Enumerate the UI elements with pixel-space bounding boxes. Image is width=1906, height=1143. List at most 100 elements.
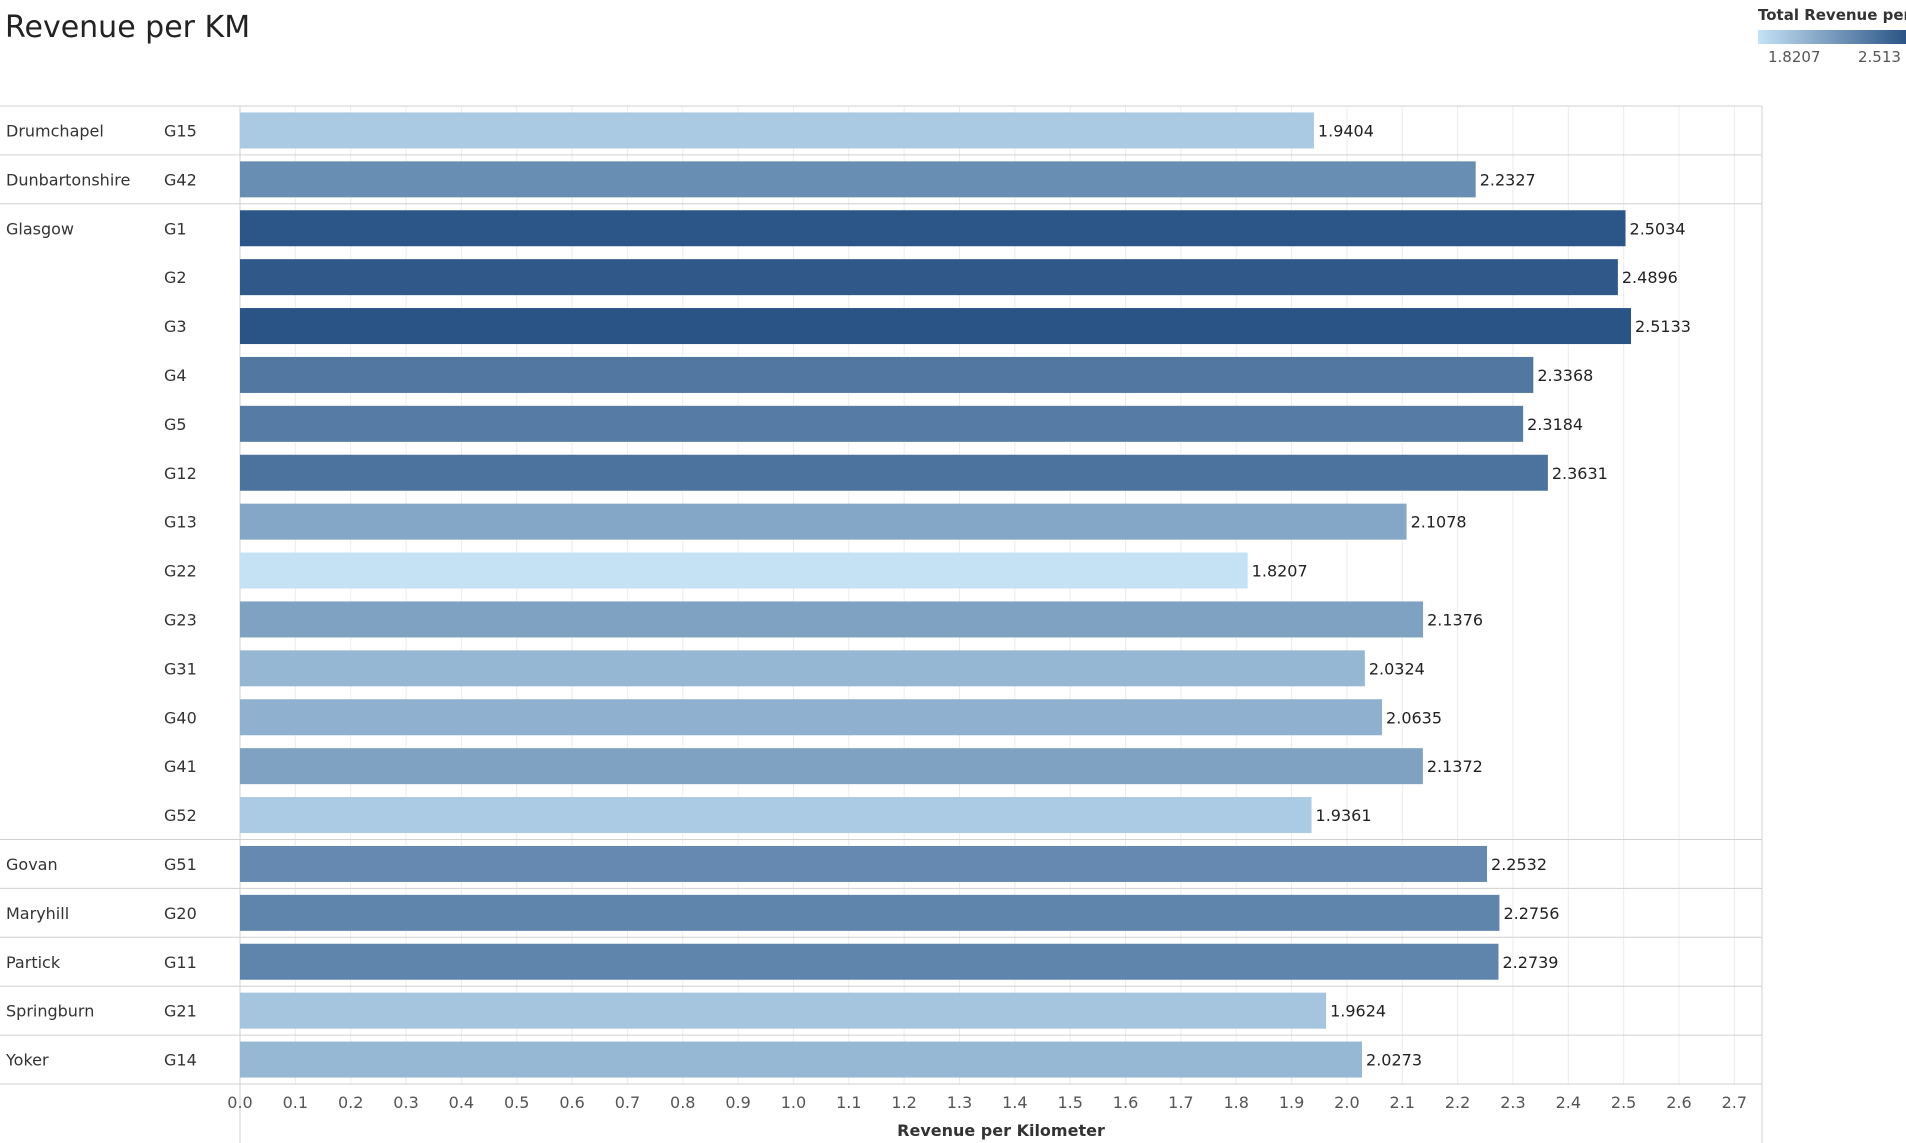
area-label: Govan (6, 855, 58, 874)
x-tick-label: 1.2 (891, 1093, 916, 1112)
value-label: 2.5133 (1635, 317, 1691, 336)
x-tick-label: 2.0 (1334, 1093, 1359, 1112)
value-label: 2.0324 (1369, 659, 1425, 678)
area-label: Partick (6, 953, 61, 972)
value-label: 2.1078 (1411, 513, 1467, 532)
postcode-label: G4 (164, 366, 187, 385)
bar-g52[interactable] (240, 797, 1312, 834)
bar-g31[interactable] (240, 650, 1365, 687)
x-tick-label: 0.6 (559, 1093, 584, 1112)
x-tick-label: 2.2 (1445, 1093, 1470, 1112)
postcode-label: G23 (164, 610, 197, 629)
x-tick-label: 1.4 (1002, 1093, 1027, 1112)
x-tick-label: 0.5 (504, 1093, 529, 1112)
value-label: 2.2532 (1491, 855, 1547, 874)
page-title: Revenue per KM (5, 10, 251, 45)
value-label: 2.3368 (1537, 366, 1593, 385)
x-tick-label: 0.2 (338, 1093, 363, 1112)
x-tick-label: 0.8 (670, 1093, 695, 1112)
postcode-label: G22 (164, 562, 197, 581)
area-label: Dunbartonshire (6, 170, 130, 189)
bar-g12[interactable] (240, 454, 1548, 491)
postcode-label: G2 (164, 268, 187, 287)
x-tick-label: 2.1 (1390, 1093, 1415, 1112)
value-label: 2.3631 (1552, 464, 1608, 483)
postcode-label: G1 (164, 219, 187, 238)
value-label: 2.2739 (1503, 953, 1559, 972)
legend-max-label: 2.513 (1858, 48, 1901, 66)
value-label: 1.8207 (1252, 562, 1308, 581)
bar-g5[interactable] (240, 405, 1524, 442)
postcode-label: G13 (164, 513, 197, 532)
x-tick-label: 2.3 (1500, 1093, 1525, 1112)
postcode-label: G5 (164, 415, 187, 434)
postcode-label: G12 (164, 464, 197, 483)
x-tick-label: 2.5 (1611, 1093, 1636, 1112)
x-tick-label: 1.7 (1168, 1093, 1193, 1112)
value-label: 2.1372 (1427, 757, 1483, 776)
postcode-label: G51 (164, 855, 197, 874)
x-tick-label: 0.9 (725, 1093, 750, 1112)
x-tick-label: 0.3 (393, 1093, 418, 1112)
x-tick-label: 1.9 (1279, 1093, 1304, 1112)
area-label: Glasgow (6, 219, 74, 238)
bar-g13[interactable] (240, 503, 1407, 540)
legend-min-label: 1.8207 (1768, 48, 1821, 66)
value-label: 2.1376 (1427, 610, 1483, 629)
x-tick-label: 1.0 (781, 1093, 806, 1112)
x-tick-label: 2.4 (1556, 1093, 1581, 1112)
postcode-label: G3 (164, 317, 187, 336)
x-tick-label: 1.1 (836, 1093, 861, 1112)
x-tick-label: 2.6 (1666, 1093, 1691, 1112)
bar-g14[interactable] (240, 1041, 1363, 1078)
area-label: Maryhill (6, 904, 69, 923)
bar-g2[interactable] (240, 259, 1618, 296)
bar-g15[interactable] (240, 112, 1314, 149)
value-label: 2.0273 (1366, 1051, 1422, 1070)
bar-g20[interactable] (240, 894, 1500, 931)
x-tick-label: 0.1 (283, 1093, 308, 1112)
bar-g11[interactable] (240, 943, 1499, 980)
bar-g22[interactable] (240, 552, 1248, 589)
legend-gradient (1758, 30, 1906, 44)
value-label: 2.2756 (1503, 904, 1559, 923)
postcode-label: G14 (164, 1051, 197, 1070)
postcode-label: G52 (164, 806, 197, 825)
x-tick-label: 0.7 (615, 1093, 640, 1112)
legend-title: Total Revenue per (1758, 6, 1906, 24)
x-tick-label: 1.6 (1113, 1093, 1138, 1112)
postcode-label: G40 (164, 708, 197, 727)
color-legend[interactable]: Total Revenue per 1.8207 2.513 (1758, 6, 1906, 68)
bar-g41[interactable] (240, 748, 1423, 785)
postcode-label: G21 (164, 1002, 197, 1021)
x-tick-label: 2.7 (1722, 1093, 1747, 1112)
x-tick-label: 0.0 (227, 1093, 252, 1112)
value-label: 1.9404 (1318, 121, 1374, 140)
postcode-label: G15 (164, 121, 197, 140)
area-label: Springburn (6, 1002, 94, 1021)
postcode-label: G31 (164, 659, 197, 678)
value-label: 2.5034 (1630, 219, 1686, 238)
postcode-label: G11 (164, 953, 197, 972)
value-label: 1.9624 (1330, 1002, 1386, 1021)
bar-g4[interactable] (240, 356, 1534, 393)
bar-g42[interactable] (240, 161, 1476, 198)
bar-g21[interactable] (240, 992, 1327, 1029)
postcode-label: G20 (164, 904, 197, 923)
area-label: Drumchapel (6, 121, 104, 140)
value-label: 1.9361 (1316, 806, 1372, 825)
x-tick-label: 0.4 (449, 1093, 474, 1112)
value-label: 2.3184 (1527, 415, 1583, 434)
bar-g23[interactable] (240, 601, 1424, 638)
x-tick-label: 1.3 (947, 1093, 972, 1112)
x-tick-label: 1.5 (1057, 1093, 1082, 1112)
postcode-label: G41 (164, 757, 197, 776)
bar-g1[interactable] (240, 210, 1626, 247)
bar-g40[interactable] (240, 699, 1383, 736)
value-label: 2.2327 (1480, 170, 1536, 189)
value-label: 2.4896 (1622, 268, 1678, 287)
area-label: Yoker (5, 1051, 49, 1070)
bar-g51[interactable] (240, 845, 1488, 882)
bar-g3[interactable] (240, 308, 1631, 345)
